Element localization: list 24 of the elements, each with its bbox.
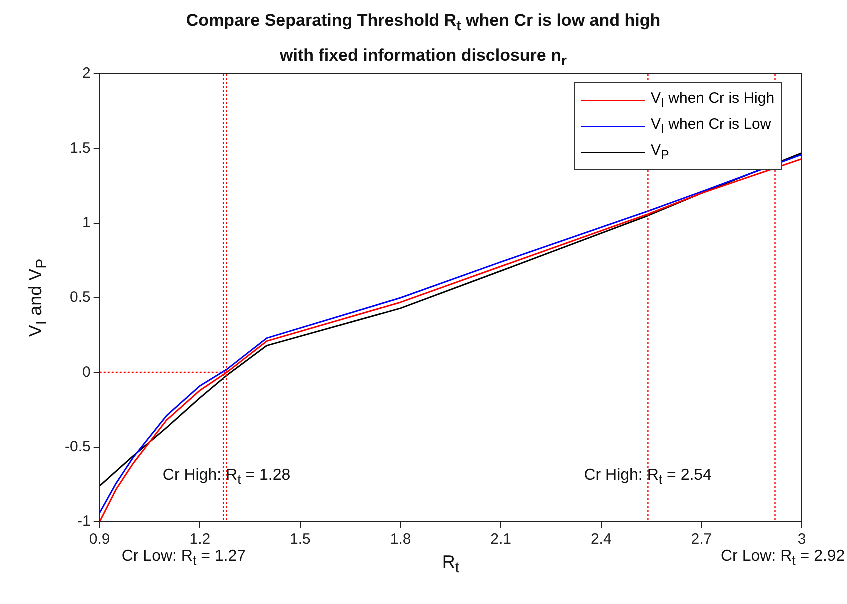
x-tick-label: 2.4 — [590, 531, 612, 548]
x-tick-label: 2.1 — [490, 531, 512, 548]
x-tick-label: 1.5 — [290, 531, 311, 548]
annotation: Cr High: R$_{t}$ = 2.54 — [584, 467, 712, 488]
chart-title: Compare Separating Threshold R$_{t}$ when Cr is low and high with fixed information disclosure n$_{r}$ — [186, 11, 661, 70]
x-tick-label: 1.8 — [390, 531, 412, 548]
x-tick-label: 1.2 — [190, 531, 211, 548]
x-tick-label: 3 — [798, 531, 806, 548]
y-tick-label: 1 — [82, 214, 91, 232]
x-axis-title: R$_{t}$ — [442, 552, 460, 577]
y-tick-label: 0.5 — [70, 289, 91, 306]
annotation: Cr High: R$_{t}$ = 1.28 — [162, 467, 291, 488]
y-tick-label: 2 — [82, 65, 91, 82]
x-tick-label: 2.7 — [691, 531, 712, 548]
y-tick-label: 0 — [82, 364, 91, 381]
y-tick-label: -1 — [78, 513, 91, 530]
y-tick-label: -0.5 — [64, 438, 91, 456]
legend-label: V$_{P}$ — [651, 142, 670, 162]
legend-label: V$_{I}$ when Cr is High — [651, 90, 775, 110]
text: Cr Low: R$_{t}$ = 2.92 — [721, 548, 846, 568]
legend-label: V$_{I}$ when Cr is Low — [651, 116, 772, 136]
text: Cr Low: R$_{t}$ = 1.27 — [122, 548, 246, 568]
x-tick-label: 0.9 — [89, 531, 110, 548]
y-tick-label: 1.5 — [70, 140, 91, 157]
